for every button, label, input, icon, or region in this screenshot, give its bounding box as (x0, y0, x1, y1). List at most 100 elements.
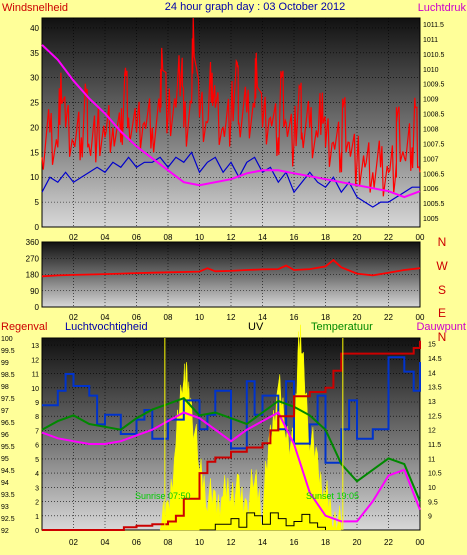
humidity-y-tick: 92.5 (1, 516, 15, 523)
x-tick-label: 16 (290, 233, 299, 242)
temp-y-tick: 10 (428, 485, 436, 492)
pressure-y-tick: 1009 (423, 97, 439, 104)
dewpoint-line (41, 411, 421, 523)
pressure-y-tick: 1010.5 (423, 52, 445, 59)
direction-y-tick: 360 (26, 238, 40, 247)
pressure-y-tick: 1007 (423, 156, 439, 163)
humidity-label: Luchtvochtigheid (65, 321, 148, 333)
temperature-line (41, 397, 421, 502)
temp-y-tick: 11.5 (428, 442, 441, 449)
humidity-y-tick: 95.5 (1, 444, 15, 451)
solar-line (199, 512, 326, 531)
dewpoint-label: Dauwpunt (416, 321, 466, 333)
pressure-y-tick: 1005.5 (423, 201, 445, 208)
temp-y-tick: 13.5 (428, 385, 442, 392)
direction-y-tick: 0 (35, 303, 40, 312)
temp-y-tick: 14.5 (428, 356, 442, 363)
x-tick-label: 08 (164, 538, 173, 547)
x-tick-label: 04 (101, 538, 110, 547)
temp-y-tick: 11 (428, 456, 435, 463)
x-tick-label: 02 (69, 313, 78, 322)
x-tick-label: 00 (416, 538, 425, 547)
humidity-y-tick: 98.5 (1, 372, 15, 379)
humidity-y-tick: 94.5 (1, 468, 15, 475)
axis-ticks: 051015202530354010051005.510061006.51007… (1, 22, 448, 535)
sunset-annotation: Sunset 19:05 (306, 491, 359, 501)
rain-y-tick: 0 (35, 528, 39, 535)
x-tick-label: 18 (321, 313, 330, 322)
graph-title: 24 hour graph day : 03 October 2012 (165, 1, 345, 13)
temp-y-tick: 9 (428, 514, 432, 521)
x-tick-label: 10 (195, 538, 204, 547)
x-tick-label: 16 (290, 538, 299, 547)
humidity-y-tick: 96 (1, 432, 9, 439)
x-tick-label: 00 (416, 233, 425, 242)
wind-y-tick: 15 (30, 148, 39, 157)
compass-label: S (438, 283, 446, 297)
rain-y-tick: 10 (31, 386, 39, 393)
humidity-y-tick: 93.5 (1, 492, 15, 499)
x-tick-label: 10 (195, 233, 204, 242)
rain-y-tick: 8 (35, 414, 39, 421)
rain-y-tick: 5 (35, 457, 39, 464)
pressure-y-tick: 1009.5 (423, 82, 445, 89)
x-tick-label: 20 (353, 313, 362, 322)
series-lines (41, 17, 421, 531)
wind-y-tick: 0 (35, 223, 40, 232)
x-tick-label: 12 (227, 538, 236, 547)
temp-y-tick: 15 (428, 342, 436, 349)
x-tick-label: 06 (132, 233, 141, 242)
rain-y-tick: 1 (35, 514, 39, 521)
x-tick-label: 10 (195, 313, 204, 322)
rain-y-tick: 3 (35, 485, 39, 492)
compass-label: N (438, 330, 447, 344)
temp-y-tick: 14 (428, 370, 436, 377)
x-tick-label: 02 (69, 538, 78, 547)
direction-y-tick: 90 (30, 287, 39, 296)
humidity-y-tick: 97 (1, 408, 9, 415)
pressure-y-tick: 1006 (423, 186, 439, 193)
pressure-y-tick: 1005 (423, 216, 439, 223)
humidity-y-tick: 95 (1, 456, 9, 463)
x-tick-label: 20 (353, 233, 362, 242)
direction-line (41, 258, 421, 278)
compass-label: W (436, 259, 448, 273)
pressure-y-tick: 1011 (423, 37, 438, 44)
x-tick-label: 16 (290, 313, 299, 322)
rain-y-tick: 11 (32, 372, 39, 379)
x-tick-label: 12 (227, 313, 236, 322)
x-tick-label: 18 (321, 538, 330, 547)
x-tick-label: 22 (384, 313, 393, 322)
temp-y-tick: 12 (428, 428, 436, 435)
x-tick-label: 00 (416, 313, 425, 322)
x-tick-label: 18 (321, 233, 330, 242)
sunrise-annotation: Sunrise 07:50 (135, 491, 191, 501)
rain-label: Regenval (1, 321, 47, 333)
x-tick-label: 04 (101, 313, 110, 322)
rain-y-tick: 6 (35, 443, 39, 450)
x-tick-labels: 02 04 06 08 10 12 14 16 18 20 22 00 02 04 06 08 10 12 14 16… (69, 233, 425, 547)
pressure-y-tick: 1007.5 (423, 141, 445, 148)
pressure-y-tick: 1006.5 (423, 171, 445, 178)
x-tick-label: 02 (69, 233, 78, 242)
pressure-label: Luchtdruk (418, 2, 467, 14)
direction-y-tick: 270 (26, 254, 40, 263)
x-tick-label: 14 (258, 233, 267, 242)
x-tick-label: 22 (384, 538, 393, 547)
humidity-y-tick: 98 (1, 384, 9, 391)
pressure-y-tick: 1010 (423, 67, 439, 74)
temp-y-tick: 13 (428, 399, 436, 406)
gust-line (41, 151, 420, 208)
rain-y-tick: 2 (35, 500, 39, 507)
x-tick-label: 08 (164, 313, 173, 322)
humidity-y-tick: 97.5 (1, 396, 15, 403)
x-tick-label: 14 (258, 538, 267, 547)
rain-y-tick: 7 (35, 428, 39, 435)
wind-y-tick: 30 (30, 74, 39, 83)
temp-y-tick: 12.5 (428, 413, 442, 420)
humidity-y-tick: 94 (1, 480, 9, 487)
uv-label: UV (248, 321, 264, 333)
compass-label: N (438, 235, 447, 249)
